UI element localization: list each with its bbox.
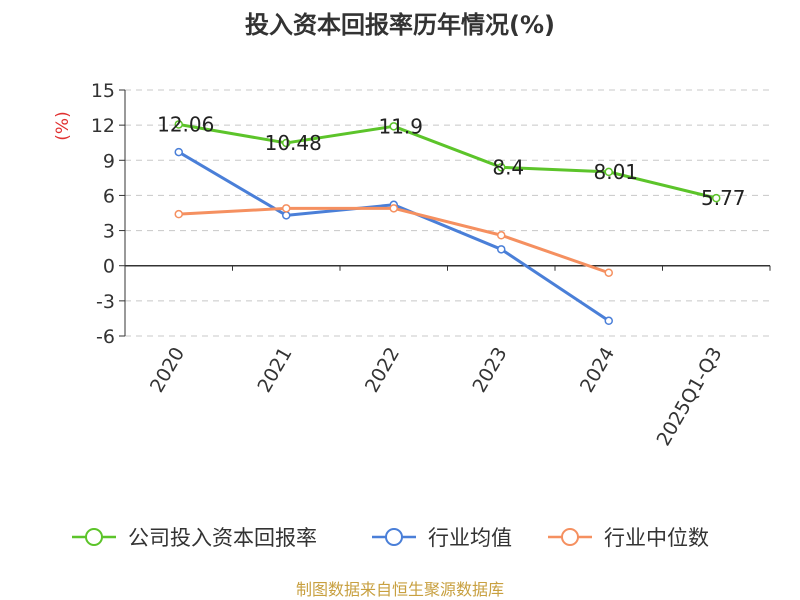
- data-point: [389, 204, 398, 213]
- grid-lines: [125, 89, 770, 337]
- x-tick-label: 2024: [576, 344, 619, 397]
- data-point: [282, 204, 291, 213]
- legend-item: 行业中位数: [548, 526, 709, 550]
- y-tick-label: 15: [91, 80, 115, 102]
- x-tick-label: 2022: [361, 344, 404, 397]
- x-tick-label: 2020: [146, 344, 189, 397]
- legend-marker: [561, 528, 579, 546]
- legend-item: 公司投入资本回报率: [72, 526, 317, 550]
- data-label: 5.77: [701, 186, 746, 210]
- y-tick-label: 0: [103, 256, 115, 278]
- legend-label: 行业均值: [428, 526, 512, 550]
- series-line: [178, 206, 610, 275]
- data-point: [282, 211, 291, 220]
- x-tick-label: 2021: [253, 344, 296, 397]
- data-point: [497, 245, 506, 254]
- data-point: [174, 209, 183, 219]
- data-label: 10.48: [265, 131, 322, 155]
- legend-item: 行业均值: [372, 526, 512, 550]
- data-label: 11.9: [378, 114, 423, 138]
- y-axis-label: (%): [53, 111, 73, 140]
- y-tick-label: 9: [103, 150, 115, 172]
- data-point: [174, 120, 183, 129]
- legend-label: 公司投入资本回报率: [128, 526, 317, 550]
- data-point: [604, 268, 613, 277]
- data-point: [712, 193, 721, 203]
- legend-marker: [85, 528, 103, 546]
- series-公司投入资本回报率: 12.06 10.48 11.9 8.4 8.01 5.77: [157, 112, 745, 210]
- y-tick-label: 12: [91, 115, 115, 137]
- data-point: [282, 138, 291, 148]
- data-label: 12.06: [157, 112, 214, 136]
- chart-title: 投入资本回报率历年情况(%): [245, 11, 555, 39]
- data-point: [174, 147, 183, 157]
- series-line: [177, 150, 610, 323]
- y-tick-label: 6: [103, 185, 115, 207]
- series-行业中位数: [174, 204, 613, 277]
- data-point: [604, 167, 613, 177]
- data-point: [389, 122, 398, 131]
- legend-label: 行业中位数: [604, 526, 709, 550]
- data-label: 8.4: [492, 155, 524, 179]
- y-tick-label: -3: [96, 291, 115, 313]
- data-point: [497, 163, 506, 172]
- y-tick-label: 3: [103, 221, 115, 243]
- data-point: [604, 316, 613, 326]
- series-行业均值: [174, 147, 613, 326]
- x-tick-label: 2023: [468, 344, 511, 397]
- source-note: 制图数据来自恒生聚源数据库: [296, 580, 504, 599]
- y-tick-label: -6: [96, 326, 115, 348]
- data-label: 8.01: [593, 160, 638, 184]
- series-group: 12.06 10.48 11.9 8.4 8.01 5.77: [157, 112, 746, 326]
- x-tick-label: 2025Q1-Q3: [653, 344, 727, 450]
- data-point: [497, 231, 506, 240]
- legend-marker: [385, 528, 403, 546]
- series-line: [178, 122, 717, 200]
- legend: 公司投入资本回报率 行业均值 行业中位数: [72, 526, 709, 550]
